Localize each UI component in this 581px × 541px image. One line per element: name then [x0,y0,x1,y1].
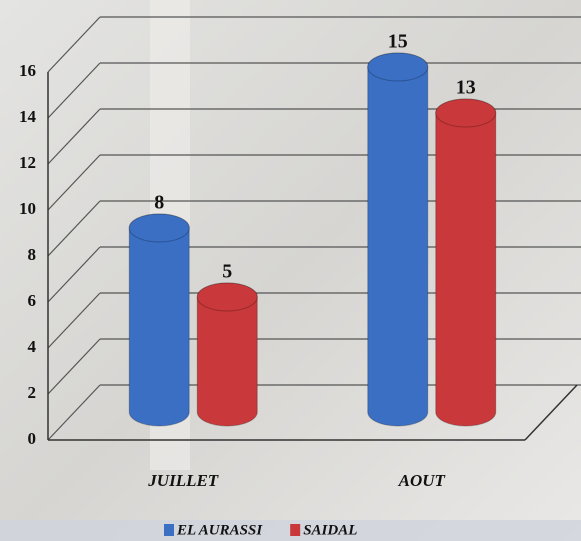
grid-line [47,62,101,119]
data-label: 15 [388,31,408,53]
data-label: 5 [222,261,232,283]
y-tick-label: 8 [28,245,37,264]
grid-line [47,338,101,395]
grid-line [47,154,101,211]
grid-line [47,16,101,73]
grid-line [47,246,101,303]
x-tick-label: JUILLET [147,471,219,490]
y-tick-label: 10 [19,199,36,218]
bar-top [367,52,429,82]
bar [435,98,497,427]
grid-line [47,292,101,349]
y-tick-label: 16 [19,61,36,80]
legend-swatch [290,524,301,536]
data-label: 8 [154,192,164,214]
y-tick-label: 2 [28,383,37,402]
y-tick-label: 14 [19,107,37,126]
grid-line [47,200,101,257]
bar-top [128,213,190,243]
legend-label: SAIDAL [303,522,357,538]
bar [128,213,190,427]
grid-line [47,384,101,441]
grid-line [47,108,101,165]
y-tick-label: 0 [28,429,37,448]
floor-line [524,384,578,441]
bar-top [196,282,258,312]
data-label: 13 [456,77,476,99]
y-tick-label: 12 [19,153,36,172]
bar-top [435,98,497,128]
y-tick-label: 4 [28,337,37,356]
legend-swatch [164,524,174,536]
x-tick-label: AOUT [398,471,446,490]
bar [367,52,429,427]
legend-label: EL AURASSI [176,522,263,538]
y-tick-label: 6 [28,291,37,310]
